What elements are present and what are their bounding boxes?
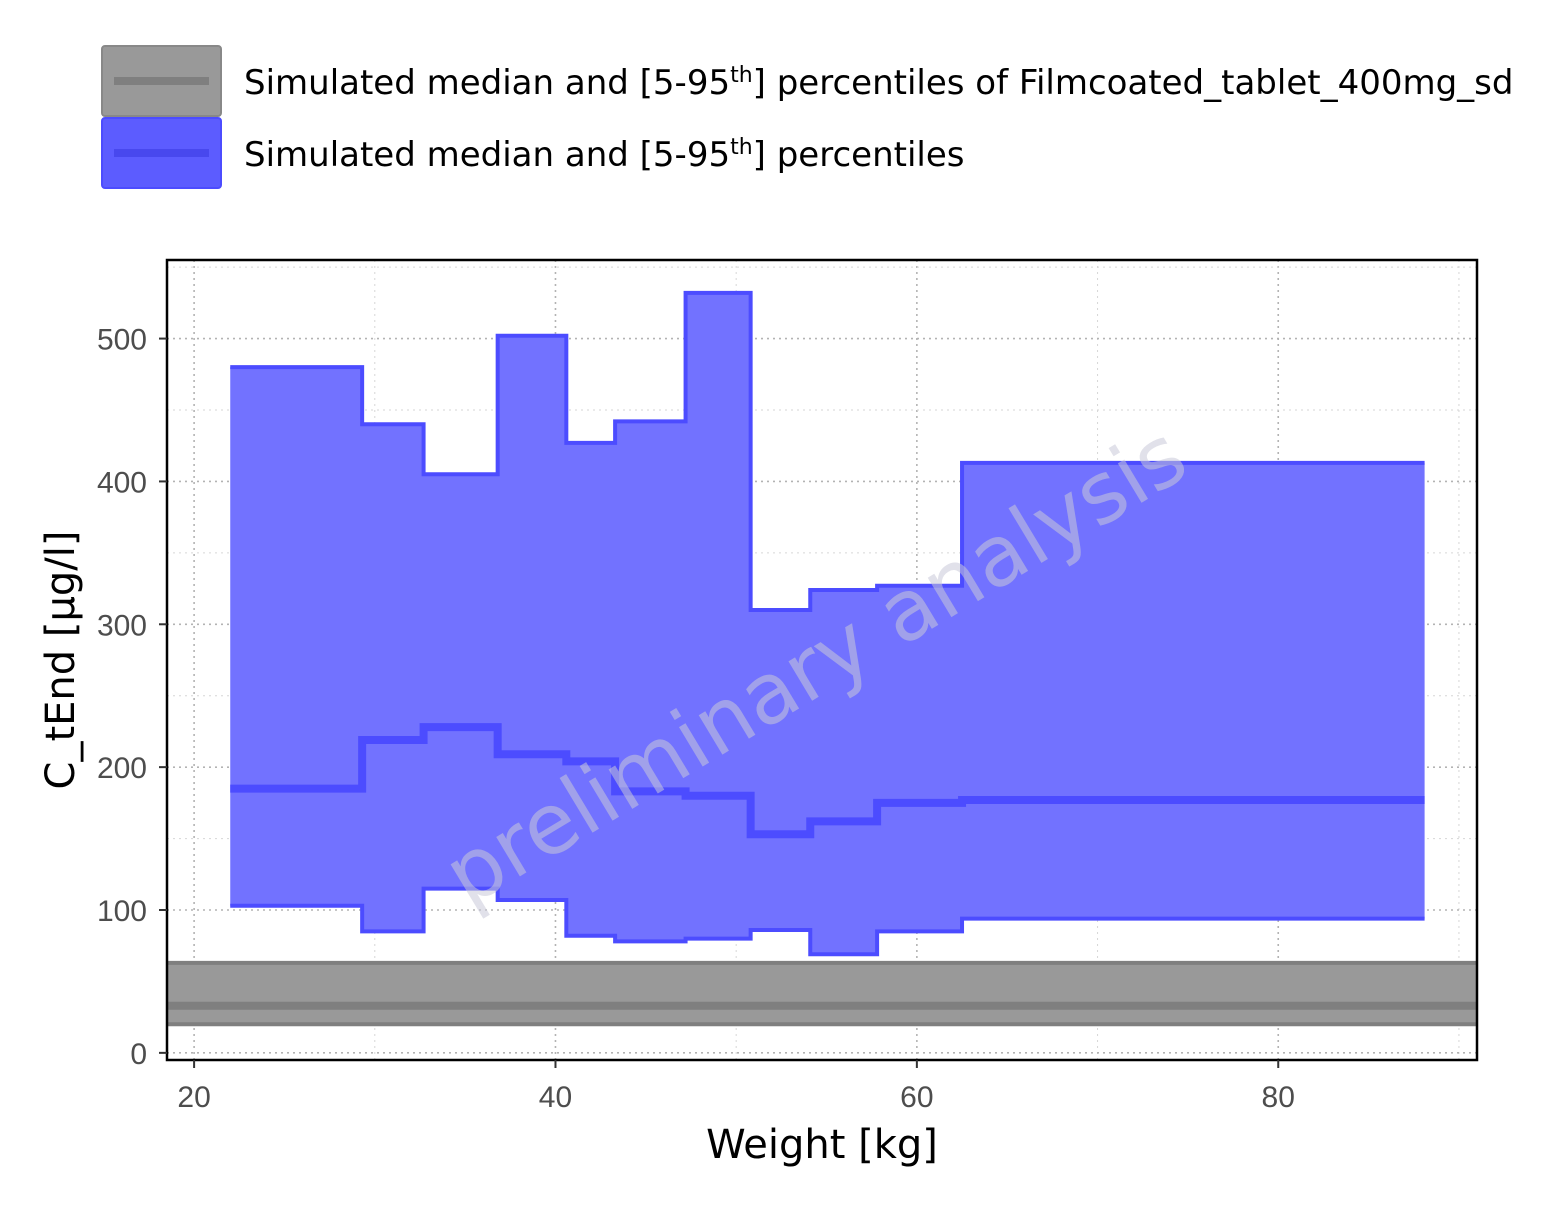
plot-area: preliminary analysis xyxy=(165,258,1479,1062)
reference-band-area xyxy=(167,962,1477,1025)
y-tick-label: 400 xyxy=(97,466,147,499)
y-tick-label: 300 xyxy=(97,609,147,642)
y-tick-label: 100 xyxy=(97,895,147,928)
legend-item-simulated: Simulated median and [5-95th] percentile… xyxy=(101,117,964,189)
plot-border xyxy=(165,258,1479,1062)
reference-band xyxy=(167,960,1477,1027)
percentile-band-area xyxy=(230,292,1425,955)
y-tick-label: 200 xyxy=(97,752,147,785)
y-tick-label: 500 xyxy=(97,324,147,357)
x-axis-title: Weight [kg] xyxy=(706,1122,938,1168)
legend-label-reference: Simulated median and [5-95th] percentile… xyxy=(244,63,1513,103)
x-tick-label: 40 xyxy=(539,1081,572,1114)
legend: Simulated median and [5-95th] percentile… xyxy=(101,45,1513,189)
y-axis: 0 100 200 300 400 500 xyxy=(97,324,167,1071)
median-line xyxy=(230,723,1425,839)
p5-line xyxy=(230,886,1425,957)
y-axis-title: C_tEnd [µg/l] xyxy=(38,531,84,790)
y-tick-label: 0 xyxy=(130,1038,147,1071)
x-axis: 20 40 60 80 xyxy=(177,1060,1295,1114)
x-tick-label: 20 xyxy=(177,1081,210,1114)
legend-label-simulated: Simulated median and [5-95th] percentile… xyxy=(244,135,964,175)
x-tick-label: 60 xyxy=(900,1081,933,1114)
x-tick-label: 80 xyxy=(1262,1081,1295,1114)
series-band xyxy=(230,290,1425,957)
legend-item-reference: Simulated median and [5-95th] percentile… xyxy=(101,45,1513,117)
p95-line xyxy=(230,290,1425,612)
